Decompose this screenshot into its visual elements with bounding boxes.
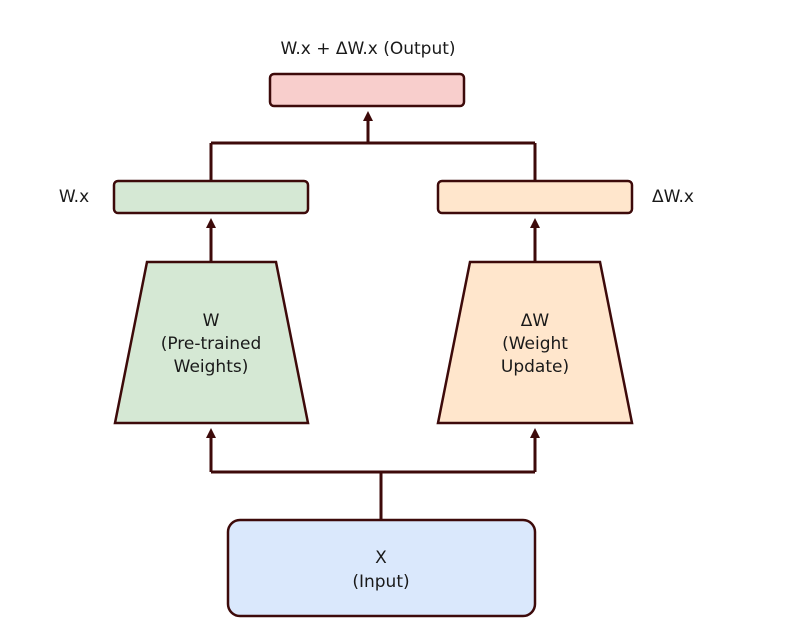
pretrained-weights-line-1: W [203,311,220,331]
left-result-box [114,181,308,213]
output-label: W.x + ΔW.x (Output) [280,39,455,59]
right-result-label: ΔW.x [652,187,694,207]
output-box [270,74,464,106]
weight-update-line-1: ΔW [521,311,550,331]
weight-update-line-2: (Weight [502,334,568,354]
left-result-label: W.x [59,187,89,207]
pretrained-weights-line-2: (Pre-trained [161,334,262,354]
input-line-2: (Input) [352,572,409,592]
input-line-1: X [375,548,387,568]
right-result-box [438,181,632,213]
pretrained-weights-line-3: Weights) [174,357,249,377]
weight-update-line-3: Update) [501,357,569,377]
input-box [228,520,535,616]
